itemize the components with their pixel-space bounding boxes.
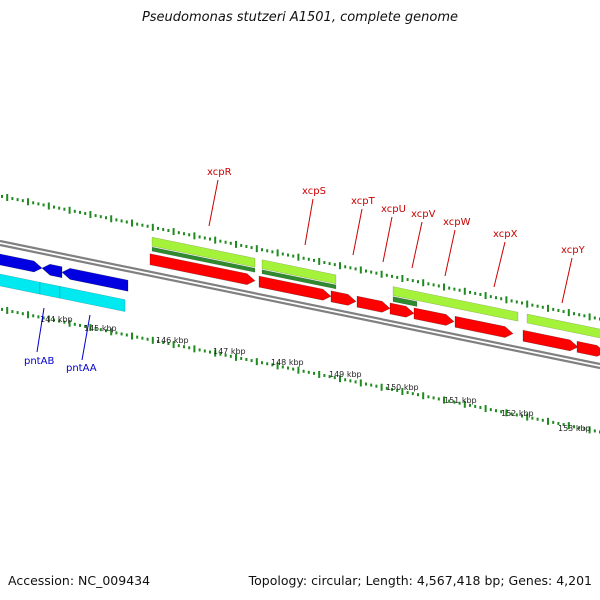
kbp-label: 153 kbp [558,424,591,433]
gene-leader-line [208,179,219,227]
forward-cds-arrow [413,307,455,326]
forward-feature-bar [392,286,519,322]
reverse-cds-arrow [0,253,43,273]
kbp-label: 152 kbp [501,409,534,418]
kbp-label: 144 kbp [40,315,73,324]
genome-backbone [0,239,600,370]
forward-cds-arrow [576,340,600,357]
gene-leader-line [561,257,573,304]
gene-leader-line [382,216,393,263]
reverse-feature-bar [0,273,41,295]
gene-labels: xcpR xcpS xcpT xcpU xcpV xcpW xcpX xcpY pntAB pnt… [24,167,586,374]
tick-track-lower [1,306,600,434]
gene-label-xcpr: xcpR [207,167,232,178]
forward-feature-bar [261,259,337,285]
gene-label-xcpu: xcpU [381,204,406,215]
gene-label-pntaa: pntAA [66,363,97,374]
gene-leader-line [411,221,423,269]
forward-cds-arrow [330,290,357,306]
forward-feature-bar [526,313,600,339]
gene-label-xcpw: xcpW [443,217,471,228]
reverse-cds-arrow [61,268,129,292]
forward-cds-arrow [454,315,514,338]
map-title: Pseudomonas stutzeri A1501, complete gen… [141,10,459,25]
forward-cds-arrow [389,302,415,318]
reverse-feature-bar [59,285,126,312]
backbone-line [0,239,600,366]
gene-leader-line [493,241,506,288]
forward-cds-arrow [258,275,332,301]
gene-label-xcpx: xcpX [493,229,518,240]
forward-cds-arrow [149,253,256,285]
gc-skew-band [151,246,256,273]
tick-track-upper [1,193,600,321]
gene-label-xcps: xcpS [302,186,326,197]
kbp-label: 147 kbp [213,347,246,356]
kbp-label: 151 kbp [444,396,477,405]
gene-leader-line [304,198,314,246]
gc-skew-band [392,296,418,307]
reverse-cds-arrow [41,263,63,279]
gene-leader-line [352,208,363,256]
kbp-label: 149 kbp [329,370,362,379]
gene-leader-line [36,307,45,353]
kbp-label: 148 kbp [271,358,304,367]
gene-label-pntab: pntAB [24,356,54,367]
gc-skew-band [261,269,337,290]
gene-leader-line [444,229,456,277]
gene-leader-line [81,314,91,361]
kbp-label: 146 kbp [156,336,189,345]
backbone-line [0,243,600,370]
kbp-label: 150 kbp [386,383,419,392]
gene-label-xcpv: xcpV [411,209,436,220]
forward-cds-arrow [356,295,391,313]
feature-tracks [0,236,600,357]
forward-feature-bar [151,236,256,268]
kbp-label: 145 kbp [84,324,117,333]
genome-summary-text: Topology: circular; Length: 4,567,418 bp… [248,573,592,588]
reverse-feature-bar [39,281,61,299]
gene-label-xcpy: xcpY [561,245,586,256]
forward-cds-arrow [522,329,579,352]
kbp-labels: 144 kbp 145 kbp 146 kbp 147 kbp 148 kbp 149 k… [40,315,591,433]
accession-text: Accession: NC_009434 [8,573,151,588]
gene-label-xcpt: xcpT [351,196,376,207]
